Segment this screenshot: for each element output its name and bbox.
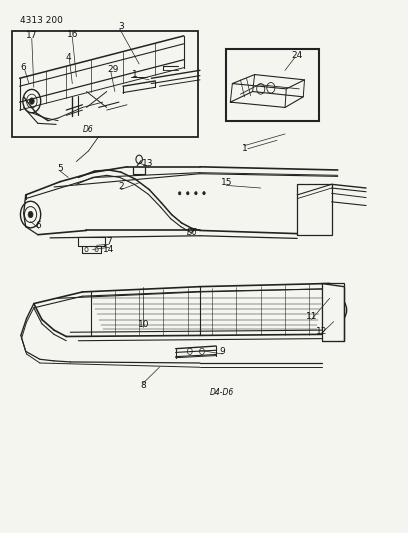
Bar (78, 237, 105, 246)
Text: 13: 13 (142, 159, 153, 167)
Text: 29: 29 (107, 64, 118, 74)
Text: 11: 11 (306, 312, 317, 321)
Text: 15: 15 (221, 178, 232, 187)
Text: 6: 6 (35, 221, 41, 230)
Text: 16: 16 (67, 30, 78, 39)
Text: 1: 1 (132, 70, 138, 79)
Text: 1: 1 (242, 144, 247, 154)
Bar (322, 284, 344, 341)
Bar (297, 184, 332, 235)
Text: D6: D6 (186, 228, 197, 237)
Circle shape (28, 212, 33, 217)
Text: 24: 24 (292, 51, 303, 60)
Text: 4: 4 (65, 53, 71, 62)
Text: 14: 14 (103, 245, 115, 254)
Text: 12: 12 (316, 327, 327, 336)
Bar (226, 49, 319, 120)
Text: 5: 5 (57, 164, 63, 173)
Circle shape (178, 192, 181, 195)
Circle shape (186, 192, 189, 195)
Text: 8: 8 (140, 381, 146, 390)
Text: 9: 9 (220, 347, 225, 356)
Text: 3: 3 (118, 22, 124, 31)
Text: D6: D6 (83, 125, 94, 134)
Text: 17: 17 (26, 31, 38, 41)
Text: D4-D6: D4-D6 (210, 387, 234, 397)
Bar (11, 30, 198, 136)
Text: 6: 6 (21, 63, 27, 72)
Text: 10: 10 (137, 320, 149, 329)
Text: 4313 200: 4313 200 (20, 16, 62, 25)
Circle shape (195, 192, 197, 195)
Text: 7: 7 (106, 237, 112, 246)
Text: 2: 2 (118, 182, 124, 191)
Circle shape (203, 191, 205, 195)
Circle shape (29, 98, 34, 104)
